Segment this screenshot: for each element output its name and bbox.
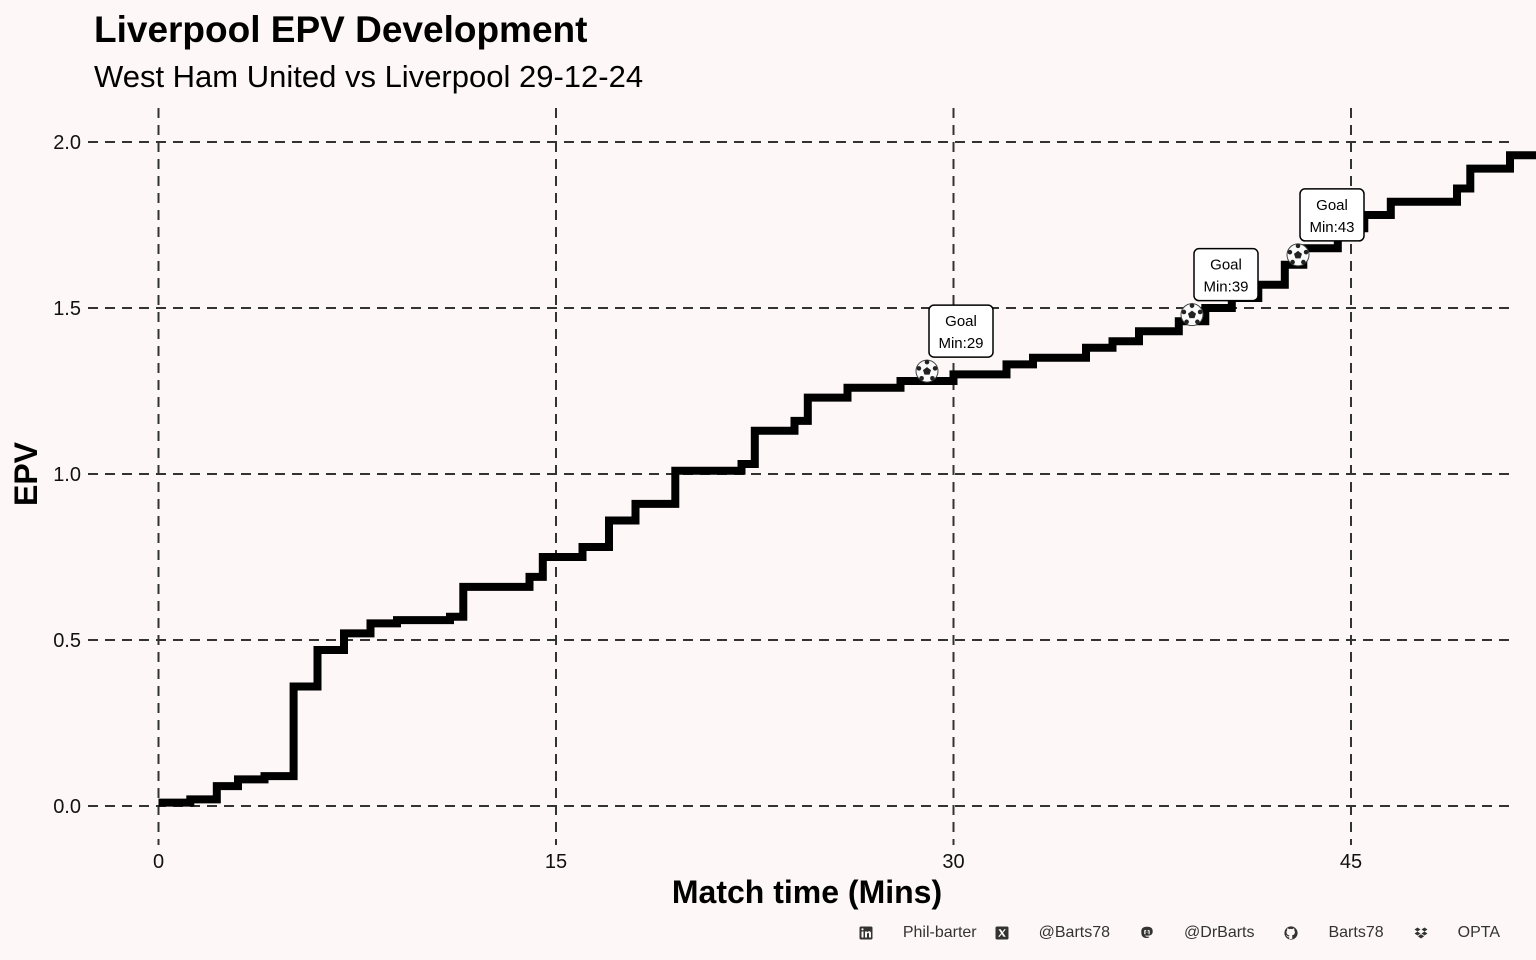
x-tick-label: 45	[1340, 851, 1362, 873]
chart-subtitle: West Ham United vs Liverpool 29-12-24	[94, 59, 643, 94]
football-patch	[1290, 259, 1295, 265]
x-twitter-icon[interactable]	[995, 926, 1009, 940]
goal-label-box	[1193, 247, 1259, 302]
grid	[88, 108, 1514, 845]
data-source: OPTA	[1457, 924, 1500, 941]
football-patch	[1189, 303, 1195, 308]
goal-annotations: GoalMin:29GoalMin:39GoalMin:43GoalMin:53…	[915, 188, 1365, 383]
epv-step-line	[158, 151, 1536, 807]
goal-label-minute: Min:43	[1309, 219, 1354, 236]
github-icon[interactable]	[1284, 926, 1299, 940]
dropbox-icon	[1414, 926, 1428, 940]
linkedin-handle[interactable]: Phil-barter	[902, 924, 977, 941]
football-patch	[1184, 319, 1189, 325]
x-tick-label: 0	[153, 851, 164, 873]
goal-label-title: Goal	[1210, 257, 1242, 274]
y-axis-ticks: 0.00.51.01.52.02.53.03.54.0	[53, 132, 81, 818]
y-tick-label: 1.5	[53, 298, 81, 320]
football-patch	[924, 359, 930, 365]
goal-label-minute: Min:39	[1203, 279, 1248, 296]
x-tick-label: 15	[545, 851, 567, 873]
x-axis-ticks: 0153045607590	[153, 851, 1362, 873]
football-patch	[930, 375, 935, 381]
y-tick-label: 2.0	[53, 132, 81, 154]
football-patch	[1197, 309, 1203, 315]
football-patch	[1294, 250, 1302, 259]
football-patch	[1188, 310, 1196, 319]
linkedin-icon[interactable]	[859, 926, 873, 940]
y-tick-label: 0.5	[53, 630, 81, 652]
goal-marker: Goal Min:43	[1286, 188, 1365, 267]
goal-label-title: Goal	[945, 313, 977, 330]
football-patch	[919, 375, 924, 381]
mastodon-icon[interactable]	[1140, 926, 1154, 940]
goal-label-box	[928, 304, 994, 358]
goal-marker: Goal Min:29	[915, 304, 994, 383]
x-tick-label: 30	[942, 851, 964, 873]
footer-credits: Phil-barter @Barts78 @DrBarts Barts78 OP…	[829, 924, 1500, 942]
y-axis-title: EPV	[8, 441, 44, 506]
football-patch	[1303, 249, 1309, 255]
football-patch	[1295, 243, 1301, 249]
goal-label-title: Goal	[1316, 197, 1348, 214]
x-axis-title: Match time (Mins)	[672, 874, 942, 910]
goal-marker: Goal Min:39	[1180, 247, 1259, 327]
football-patch	[1301, 259, 1306, 265]
github-handle[interactable]: Barts78	[1328, 924, 1384, 941]
epv-series	[158, 151, 1536, 807]
x-handle[interactable]: @Barts78	[1038, 924, 1111, 941]
football-patch	[1195, 319, 1200, 325]
goal-label-box	[1299, 188, 1365, 242]
football-patch	[916, 366, 922, 371]
y-tick-label: 1.0	[53, 464, 81, 486]
football-patch	[1181, 309, 1187, 315]
chart-title: Liverpool EPV Development	[94, 9, 587, 50]
goal-label-minute: Min:29	[938, 335, 983, 352]
football-patch	[923, 367, 931, 375]
football-patch	[932, 366, 938, 371]
y-tick-label: 0.0	[53, 796, 81, 818]
mastodon-handle[interactable]: @DrBarts	[1184, 924, 1255, 941]
football-patch	[1287, 249, 1293, 255]
